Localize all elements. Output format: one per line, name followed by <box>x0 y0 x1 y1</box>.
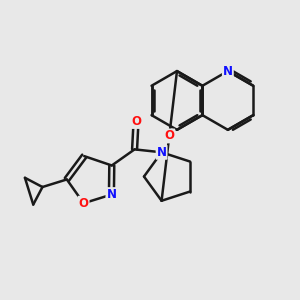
Text: O: O <box>164 129 174 142</box>
Text: O: O <box>79 197 88 210</box>
Text: N: N <box>157 146 166 159</box>
Text: N: N <box>106 188 116 201</box>
Text: N: N <box>223 64 233 78</box>
Text: O: O <box>131 115 141 128</box>
